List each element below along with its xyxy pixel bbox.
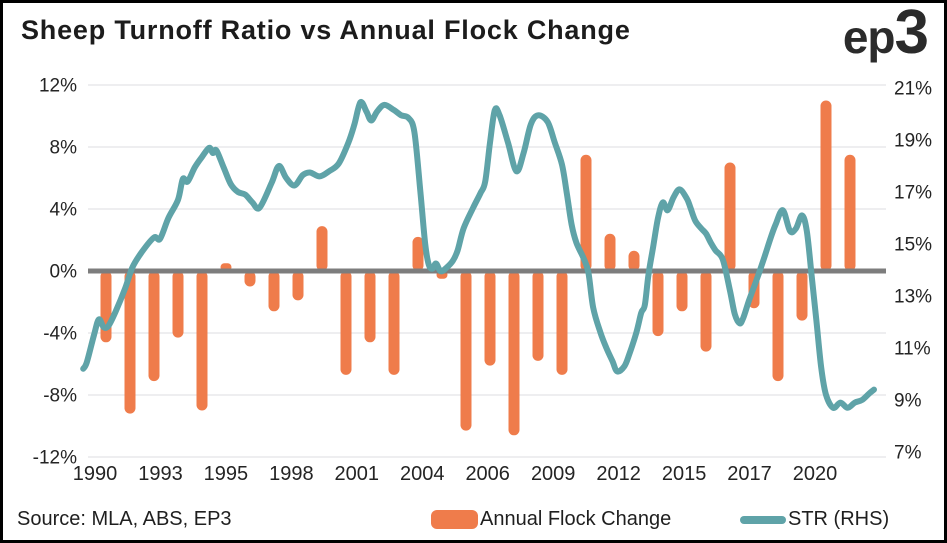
legend-label-flock-change: Annual Flock Change (480, 508, 672, 530)
x-axis-tick-label: 1993 (138, 463, 183, 485)
x-axis-tick-label: 1995 (204, 463, 249, 485)
flock-change-bar (292, 271, 304, 301)
flock-change-bar (532, 271, 544, 361)
flock-change-bar (772, 271, 784, 382)
x-axis-tick-label: 2020 (793, 463, 838, 485)
logo-text-3: 3 (894, 0, 929, 67)
flock-change-bar (580, 154, 592, 272)
flock-change-bar (172, 271, 184, 338)
flock-change-bar (388, 271, 400, 375)
right-axis-tick-label: 15% (894, 235, 932, 256)
flock-change-bar (316, 226, 328, 271)
left-axis-tick-label: 8% (50, 138, 78, 159)
x-axis-tick-label: 2012 (596, 463, 641, 485)
flock-change-bar (364, 271, 376, 343)
flock-change-bar (412, 236, 424, 271)
flock-change-bar (796, 271, 808, 321)
x-axis-tick-label: 2015 (662, 463, 707, 485)
flock-change-bar (508, 271, 520, 436)
flock-change-bar (820, 100, 832, 271)
flock-change-bar (844, 154, 856, 272)
flock-change-bar (244, 271, 256, 287)
legend-item-flock-change: Annual Flock Change (431, 508, 671, 531)
x-axis-tick-label: 2004 (400, 463, 445, 485)
x-axis-tick-label: 1998 (269, 463, 314, 485)
left-axis-tick-label: -12% (33, 448, 77, 469)
flock-change-bar (700, 271, 712, 352)
left-axis-tick-label: 0% (50, 262, 78, 283)
right-axis-tick-label: 13% (894, 287, 932, 308)
flock-change-bar (196, 271, 208, 411)
right-axis-tick-label: 17% (894, 183, 932, 204)
legend-item-str: STR (RHS) (740, 508, 889, 531)
right-axis-tick-label: 11% (894, 339, 931, 360)
left-axis-tick-label: 4% (50, 200, 78, 221)
right-axis-tick-label: 7% (894, 443, 922, 464)
flock-change-bar (100, 271, 112, 343)
legend-label-str: STR (RHS) (788, 508, 890, 530)
logo-text-ep: ep (842, 11, 896, 63)
left-axis-tick-label: 12% (39, 76, 77, 97)
flock-change-bar (148, 271, 160, 382)
flock-change-bar (604, 233, 616, 271)
chart-title: Sheep Turnoff Ratio vs Annual Flock Chan… (21, 15, 631, 45)
x-axis-tick-label: 2006 (465, 463, 510, 485)
ep3-logo: ep3 (842, 0, 929, 79)
flock-change-swatch (431, 510, 478, 529)
flock-change-bar (628, 250, 640, 271)
flock-change-bar (268, 271, 280, 312)
flock-change-bar (460, 271, 472, 431)
right-axis-tick-label: 19% (894, 131, 932, 152)
x-axis-tick-label: 2001 (335, 463, 380, 485)
x-axis-tick-label: 1990 (73, 463, 118, 485)
x-axis-tick-label: 2017 (727, 463, 772, 485)
str-line-swatch (740, 515, 786, 524)
flock-change-bar (124, 271, 136, 414)
left-axis-tick-label: -8% (43, 386, 77, 407)
left-axis-tick-label: -4% (43, 324, 77, 345)
flock-change-bar (724, 162, 736, 271)
flock-change-bar (340, 271, 352, 375)
right-axis-tick-label: 9% (894, 391, 922, 412)
flock-change-bar (484, 271, 496, 366)
x-axis-tick-label: 2009 (531, 463, 576, 485)
source-text: Source: MLA, ABS, EP3 (17, 508, 232, 530)
chart-canvas: 12% 8% 4% 0% -4% -8% -12% 21% 19% 17% 15% 13% 11% 9% 7… (33, 76, 932, 486)
flock-change-bar (652, 271, 664, 337)
str-line (80, 98, 877, 411)
flock-change-bar (556, 271, 568, 375)
right-axis-tick-label: 21% (894, 79, 932, 100)
flock-change-bar (676, 271, 688, 312)
